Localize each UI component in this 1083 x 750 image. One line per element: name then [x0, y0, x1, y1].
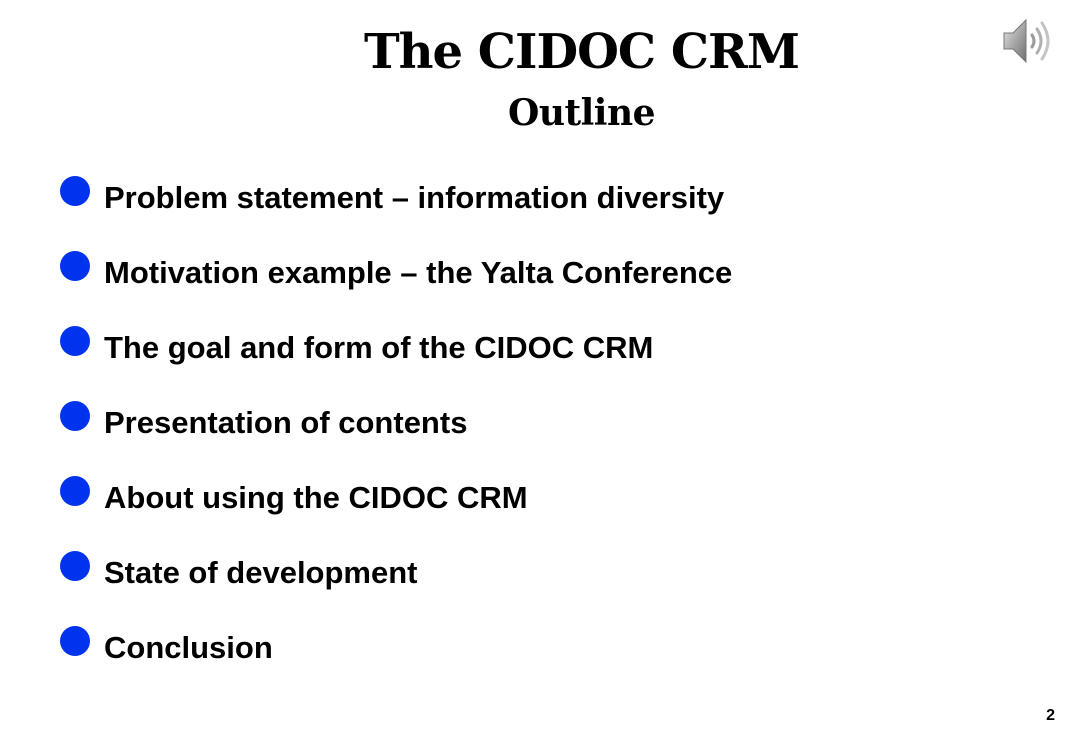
outline-item: State of development: [58, 549, 732, 624]
outline-item-text: The goal and form of the CIDOC CRM: [104, 330, 654, 365]
bullet-icon: [60, 176, 90, 206]
outline-item: Problem statement – information diversit…: [58, 174, 732, 249]
outline-item-text: Presentation of contents: [104, 405, 468, 440]
bullet-icon: [60, 401, 90, 431]
outline-item-text: State of development: [104, 555, 418, 590]
outline-item: Motivation example – the Yalta Conferenc…: [58, 249, 732, 324]
slide-subtitle: Outline: [507, 92, 656, 134]
bullet-icon: [60, 326, 90, 356]
page-number: 2: [1046, 707, 1055, 724]
outline-list: Problem statement – information diversit…: [58, 174, 732, 699]
bullet-icon: [60, 626, 90, 656]
bullet-icon: [60, 251, 90, 281]
outline-item: Presentation of contents: [58, 399, 732, 474]
speaker-icon-graphic: [1003, 18, 1050, 64]
outline-item-text: About using the CIDOC CRM: [104, 480, 528, 515]
bullet-icon: [60, 551, 90, 581]
outline-item: The goal and form of the CIDOC CRM: [58, 324, 732, 399]
bullet-icon: [60, 476, 90, 506]
slide-title: The CIDOC CRM: [363, 24, 800, 80]
speaker-icon[interactable]: [1000, 14, 1056, 68]
outline-item-text: Conclusion: [104, 630, 273, 665]
outline-item: About using the CIDOC CRM: [58, 474, 732, 549]
outline-item-text: Motivation example – the Yalta Conferenc…: [104, 255, 733, 290]
outline-item: Conclusion: [58, 624, 732, 699]
outline-item-text: Problem statement – information diversit…: [104, 180, 725, 215]
